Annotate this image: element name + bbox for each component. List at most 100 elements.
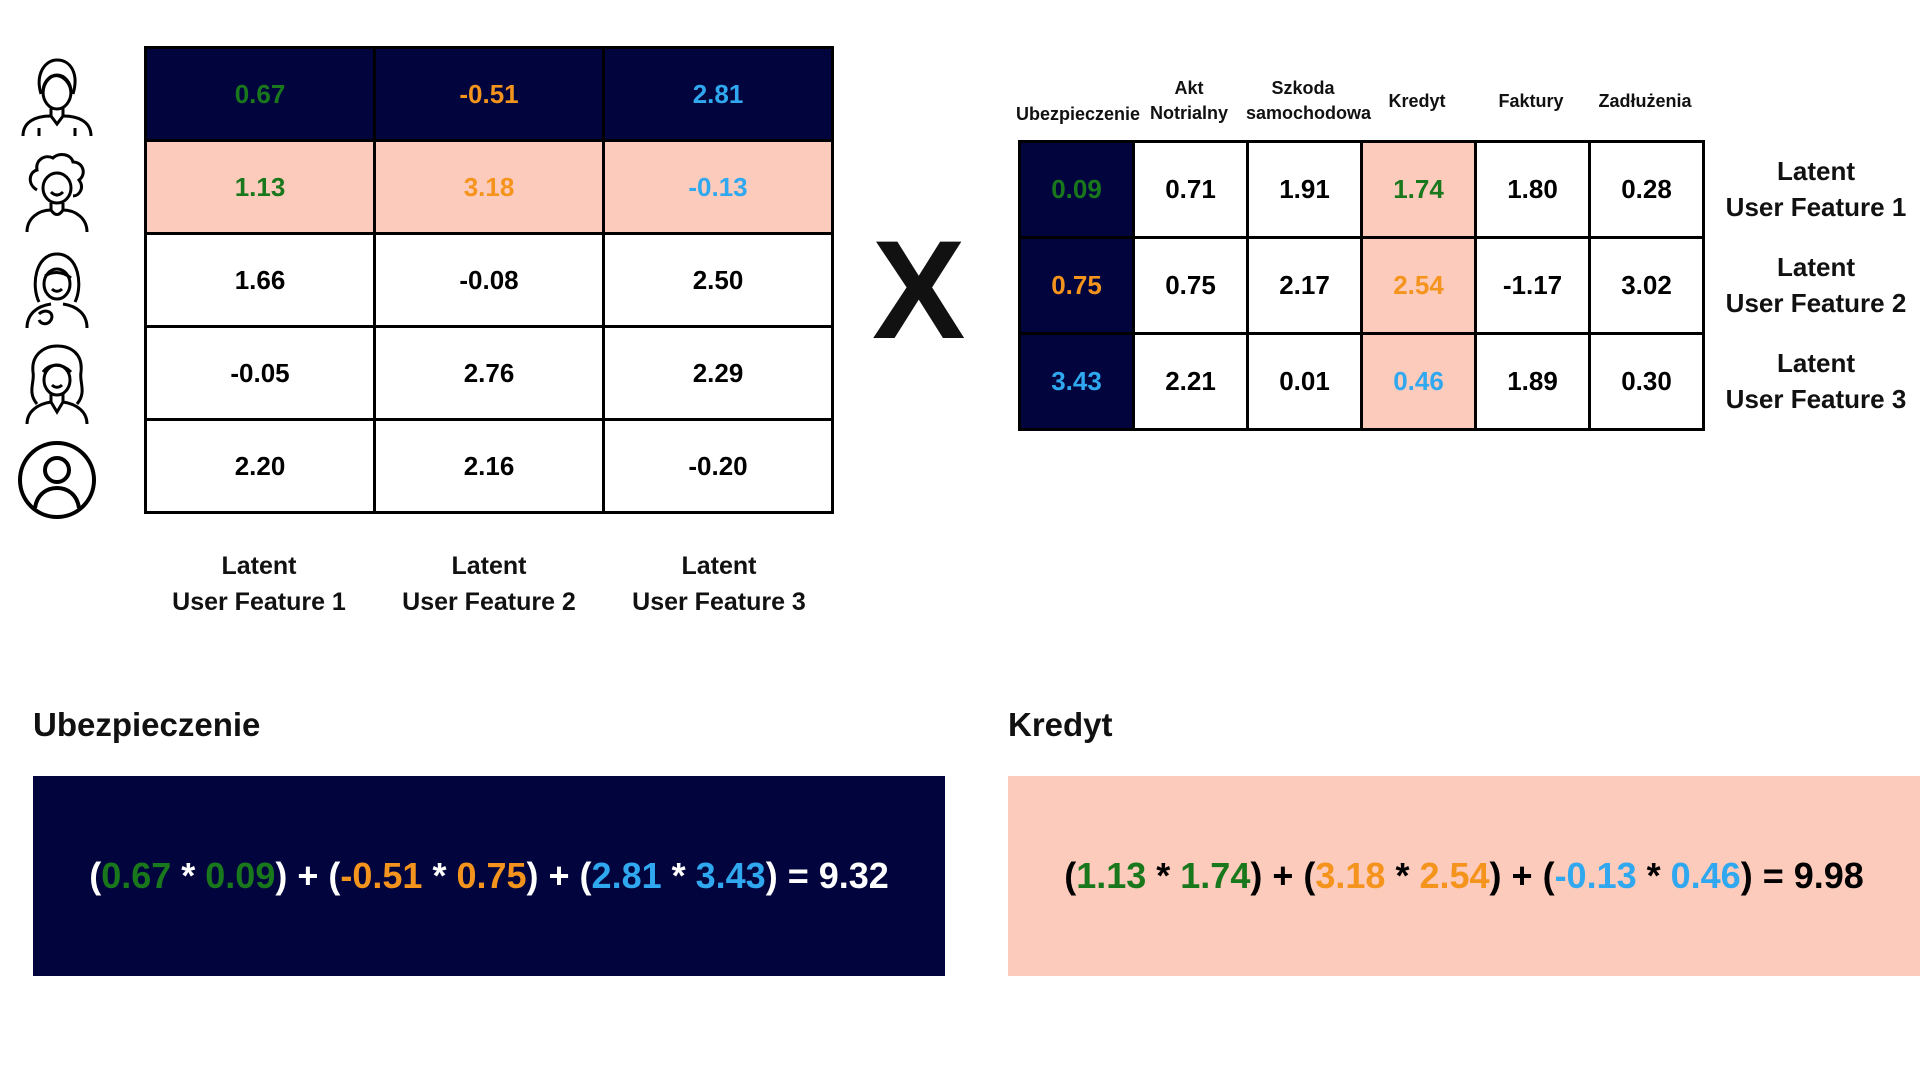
item-matrix-cell: 1.89 [1474,332,1591,431]
formula-token: 0.67 [101,855,172,896]
user-matrix-cell: -0.13 [602,139,834,235]
item-matrix-cell: 0.75 [1018,236,1135,335]
example-formula-kredyt: (1.13 * 1.74) + (3.18 * 2.54) + (-0.13 *… [1008,776,1920,976]
item-col-header: Faktury [1498,91,1564,111]
formula-token: ( [1064,855,1077,896]
user-avatar-3 [14,240,100,336]
item-row-label: Latent User Feature 2 [1725,252,1907,318]
woman-curly-hair-icon [25,153,89,233]
item-col-header: Zadłużenia [1598,91,1692,111]
item-matrix-cell: 0.75 [1132,236,1249,335]
item-col-header: Kredyt [1388,91,1446,111]
item-col-header: Szkoda samochodowa [1246,78,1372,123]
item-matrix-row: 3.43 2.21 0.01 0.46 1.89 0.30 [1018,332,1705,431]
user-matrix-row: 2.20 2.16 -0.20 [144,418,834,514]
formula-token: * [1385,855,1420,896]
user-matrix-cell: 2.81 [602,46,834,142]
user-matrix-cell: 2.76 [373,325,605,421]
formula-token: ) + ( [1250,855,1316,896]
item-latent-matrix: 0.09 0.71 1.91 1.74 1.80 0.28 0.75 0.75 2.17 2.54… [1018,140,1705,431]
item-row-label: Latent User Feature 1 [1725,156,1907,222]
formula-token: 2.81 [591,855,662,896]
formula-token: 0.46 [1670,855,1741,896]
formula-token: 1.74 [1180,855,1251,896]
user-matrix-row: 1.13 3.18 -0.13 [144,139,834,235]
item-matrix-cell: 0.28 [1588,140,1705,239]
user-matrix-cell: -0.05 [144,325,376,421]
user-matrix-cell: 1.13 [144,139,376,235]
woman-wavy-hair-icon [25,344,89,425]
user-matrix-cell: 3.18 [373,139,605,235]
item-matrix-cell: 1.74 [1360,140,1477,239]
user-matrix-cell: 0.67 [144,46,376,142]
item-matrix-cell: 0.30 [1588,332,1705,431]
formula-token: * [1146,855,1181,896]
item-col-header: Akt Notrialny [1149,78,1228,123]
user-matrix-cell: -0.51 [373,46,605,142]
user-avatar-1 [14,48,100,144]
formula-token: ) = 9.32 [765,855,889,896]
item-matrix-cell: 2.54 [1360,236,1477,335]
formula-token: 0.09 [205,855,276,896]
formula-token: 3.18 [1315,855,1386,896]
formula-token: ( [89,855,102,896]
user-avatar-5 [14,432,100,528]
item-matrix-cell: 0.71 [1132,140,1249,239]
item-matrix-cell: 1.80 [1474,140,1591,239]
item-matrix-row: 0.09 0.71 1.91 1.74 1.80 0.28 [1018,140,1705,239]
item-col-header: Ubezpieczenie [1016,104,1141,124]
item-matrix-row-labels: Latent User Feature 1 Latent User Featur… [1712,153,1920,441]
generic-user-icon [18,441,96,519]
user-matrix-column-labels: Latent User Feature 1 Latent User Featur… [144,548,834,620]
item-matrix-cell: 2.17 [1246,236,1363,335]
multiply-sign: X [872,211,966,368]
user-matrix-cell: 2.50 [602,232,834,328]
item-matrix-cell: -1.17 [1474,236,1591,335]
item-matrix-cell: 0.09 [1018,140,1135,239]
item-matrix-cell: 3.43 [1018,332,1135,431]
item-matrix-row: 0.75 0.75 2.17 2.54 -1.17 3.02 [1018,236,1705,335]
user-matrix-cell: 2.16 [373,418,605,514]
item-matrix-cell: 2.21 [1132,332,1249,431]
example-formula-ubezpieczenie: (0.67 * 0.09) + (-0.51 * 0.75) + (2.81 *… [33,776,945,976]
formula-token: * [661,855,696,896]
woman-short-hair-icon [21,58,93,137]
formula-token: ) + ( [275,855,341,896]
user-matrix-cell: -0.20 [602,418,834,514]
user-matrix-cell: 1.66 [144,232,376,328]
formula-token: * [1636,855,1671,896]
formula-token: ) = 9.98 [1740,855,1864,896]
woman-long-hair-icon [25,252,89,329]
user-matrix-row: 1.66 -0.08 2.50 [144,232,834,328]
example-title-kredyt: Kredyt [1008,706,1113,743]
formula-token: 0.75 [456,855,527,896]
user-matrix-cell: 2.29 [602,325,834,421]
example-title-ubezpieczenie: Ubezpieczenie [33,706,261,743]
user-avatar-2 [14,144,100,240]
formula-token: ) + ( [526,855,592,896]
user-matrix-cell: 2.20 [144,418,376,514]
user-latent-matrix: 0.67 -0.51 2.81 1.13 3.18 -0.13 1.66 -0.08 2.50-… [144,46,834,514]
formula-token: 3.43 [695,855,766,896]
item-matrix-cell: 3.02 [1588,236,1705,335]
formula-token: * [171,855,206,896]
user-avatars [14,48,100,528]
formula-token: * [422,855,457,896]
user-matrix-row: 0.67 -0.51 2.81 [144,46,834,142]
user-col-label: Latent User Feature 2 [402,552,576,616]
formula-token: 1.13 [1076,855,1147,896]
formula-token: 2.54 [1419,855,1490,896]
item-row-label: Latent User Feature 3 [1725,348,1907,414]
formula-token: -0.13 [1554,855,1637,896]
formula-token: -0.51 [340,855,423,896]
user-col-label: Latent User Feature 3 [632,552,806,616]
formula-token: ) + ( [1489,855,1555,896]
item-matrix-cell: 1.91 [1246,140,1363,239]
user-matrix-row: -0.05 2.76 2.29 [144,325,834,421]
user-avatar-4 [14,336,100,432]
user-col-label: Latent User Feature 1 [172,552,346,616]
item-matrix-column-headers: Ubezpieczenie Akt Notrialny Szkoda samoc… [1016,72,1708,136]
item-matrix-cell: 0.46 [1360,332,1477,431]
item-matrix-cell: 0.01 [1246,332,1363,431]
user-matrix-cell: -0.08 [373,232,605,328]
